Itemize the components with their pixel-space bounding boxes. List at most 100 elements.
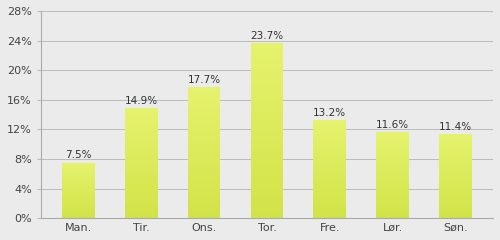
Bar (376, 140, 409, 141)
Bar (376, 147, 409, 148)
Bar (125, 174, 158, 175)
Bar (250, 155, 284, 157)
Bar (439, 185, 472, 186)
Bar (250, 102, 284, 104)
Bar (376, 193, 409, 195)
Bar (314, 172, 346, 173)
Bar (376, 146, 409, 147)
Bar (125, 166, 158, 167)
Bar (188, 208, 220, 210)
Bar (439, 142, 472, 143)
Bar (125, 210, 158, 211)
Bar (439, 200, 472, 201)
Bar (376, 157, 409, 158)
Bar (376, 200, 409, 201)
Bar (188, 117, 220, 118)
Bar (314, 141, 346, 143)
Bar (439, 198, 472, 199)
Bar (314, 167, 346, 168)
Bar (314, 217, 346, 218)
Bar (250, 194, 284, 196)
Bar (62, 197, 95, 198)
Bar (376, 153, 409, 154)
Bar (376, 163, 409, 165)
Bar (250, 152, 284, 155)
Bar (314, 206, 346, 207)
Bar (62, 217, 95, 218)
Bar (376, 202, 409, 203)
Bar (62, 196, 95, 197)
Bar (62, 163, 95, 164)
Bar (188, 186, 220, 187)
Bar (62, 203, 95, 204)
Bar (314, 145, 346, 146)
Bar (125, 188, 158, 189)
Bar (439, 158, 472, 159)
Bar (439, 173, 472, 174)
Bar (314, 161, 346, 162)
Bar (314, 211, 346, 212)
Bar (188, 135, 220, 136)
Bar (188, 131, 220, 133)
Bar (376, 199, 409, 200)
Bar (250, 159, 284, 161)
Bar (125, 177, 158, 178)
Bar (250, 120, 284, 122)
Text: 17.7%: 17.7% (188, 75, 220, 85)
Bar (188, 144, 220, 146)
Bar (250, 43, 284, 45)
Bar (188, 123, 220, 125)
Bar (250, 98, 284, 100)
Bar (250, 49, 284, 52)
Bar (439, 138, 472, 139)
Bar (439, 208, 472, 209)
Bar (188, 164, 220, 166)
Bar (250, 54, 284, 56)
Bar (125, 119, 158, 120)
Bar (250, 93, 284, 95)
Bar (250, 207, 284, 210)
Bar (376, 216, 409, 217)
Bar (314, 183, 346, 184)
Bar (439, 137, 472, 138)
Bar (250, 91, 284, 93)
Bar (314, 136, 346, 138)
Bar (376, 159, 409, 160)
Bar (250, 71, 284, 73)
Bar (439, 211, 472, 212)
Bar (125, 185, 158, 186)
Bar (62, 189, 95, 190)
Bar (376, 196, 409, 197)
Bar (314, 185, 346, 186)
Bar (250, 69, 284, 71)
Bar (125, 153, 158, 155)
Bar (125, 163, 158, 164)
Bar (376, 181, 409, 182)
Bar (125, 138, 158, 140)
Bar (376, 174, 409, 175)
Bar (125, 118, 158, 119)
Bar (62, 168, 95, 169)
Bar (188, 161, 220, 162)
Bar (376, 143, 409, 144)
Bar (62, 165, 95, 166)
Bar (314, 181, 346, 183)
Bar (314, 177, 346, 178)
Bar (62, 182, 95, 183)
Bar (188, 138, 220, 140)
Bar (188, 210, 220, 212)
Bar (439, 183, 472, 185)
Bar (376, 209, 409, 210)
Bar (188, 87, 220, 89)
Bar (250, 172, 284, 174)
Bar (188, 176, 220, 177)
Bar (439, 169, 472, 170)
Bar (125, 181, 158, 182)
Bar (314, 186, 346, 188)
Bar (62, 184, 95, 185)
Bar (376, 144, 409, 145)
Bar (314, 204, 346, 205)
Bar (125, 189, 158, 191)
Bar (188, 110, 220, 112)
Bar (188, 143, 220, 144)
